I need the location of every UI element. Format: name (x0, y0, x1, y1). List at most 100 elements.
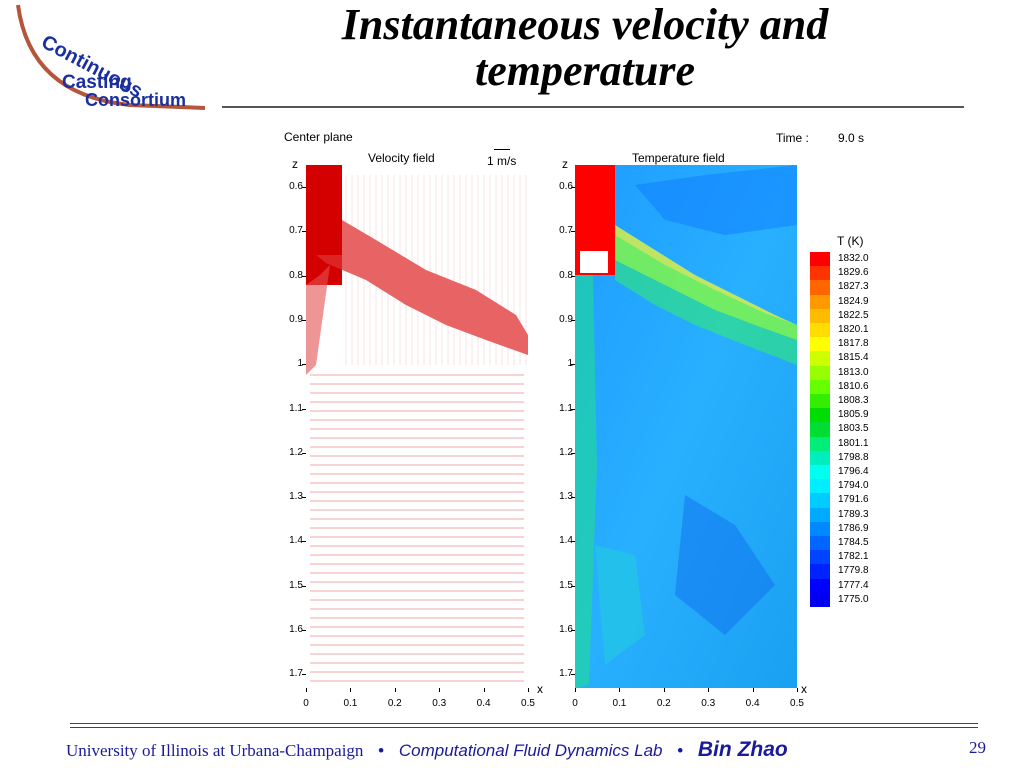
z-tick-mark (571, 275, 575, 277)
logo-text-consortium: Consortium (85, 90, 186, 110)
colorbar-swatch (810, 536, 830, 551)
z-tick-label: 0.6 (559, 181, 573, 192)
colorbar-title: T (K) (837, 234, 864, 248)
colorbar-swatch (810, 308, 830, 324)
x-tick-mark (483, 688, 485, 692)
z-tick-mark (302, 674, 306, 676)
x-tick-label: 0.3 (432, 698, 447, 709)
slide-footer: University of Illinois at Urbana-Champai… (66, 738, 986, 762)
colorbar-swatch (810, 365, 830, 381)
colorbar-swatch (810, 379, 830, 395)
z-tick-mark (302, 408, 306, 410)
z-tick-label: 0.9 (289, 313, 303, 325)
colorbar-level-label: 1822.5 (838, 309, 869, 321)
z-tick-mark (571, 231, 575, 233)
colorbar-swatch (810, 323, 830, 338)
colorbar-level-label: 1805.9 (838, 409, 869, 421)
time-value: 9.0 s (838, 131, 865, 145)
colorbar-level-label: 1789.3 (838, 508, 869, 520)
colorbar-level-label: 1808.3 (838, 395, 869, 406)
temperature-field-plot (575, 165, 797, 688)
z-tick-mark (571, 674, 575, 676)
colorbar-level-label: 1813.0 (838, 366, 869, 378)
x-tick-label: 0 (303, 698, 309, 709)
z-tick-label: 1.6 (559, 624, 573, 635)
z-tick-label: 0.7 (559, 225, 573, 237)
colorbar-swatch (810, 564, 830, 580)
colorbar-swatch (810, 394, 830, 409)
x-tick-mark (528, 688, 529, 692)
z-tick-label: 1.2 (559, 446, 573, 458)
x-tick-label: 0.5 (521, 698, 535, 709)
colorbar-level-label: 1820.1 (838, 324, 869, 335)
z-tick-mark (302, 275, 306, 277)
colorbar-swatch (810, 351, 830, 367)
z-tick-label: 0.9 (559, 313, 573, 325)
x-tick-label: 0.4 (745, 698, 760, 709)
z-tick-mark (302, 497, 306, 499)
z-tick-label: 1.6 (289, 624, 303, 635)
temperature-colorbar (810, 252, 830, 608)
temperature-field-title: Temperature field (632, 151, 725, 165)
z-tick-mark (571, 319, 575, 321)
x-tick-label: 0.1 (343, 698, 358, 709)
z-tick-label: 1 (553, 358, 573, 369)
colorbar-swatch (810, 422, 830, 438)
velocity-field-title: Velocity field (368, 151, 435, 165)
z-tick-mark (302, 187, 306, 188)
slide-title: Instantaneous velocity and temperature (230, 2, 940, 94)
colorbar-swatch (810, 493, 830, 509)
colorbar-level-label: 1815.4 (838, 352, 869, 364)
footer-university: University of Illinois at Urbana-Champai… (66, 741, 364, 760)
colorbar-swatch (810, 266, 830, 281)
x-tick-mark (306, 688, 307, 692)
colorbar-level-label: 1779.8 (838, 565, 869, 577)
x-tick-label: 0.3 (701, 698, 716, 709)
z-tick-mark (571, 364, 575, 366)
colorbar-level-label: 1796.4 (838, 466, 869, 477)
x-tick-mark (394, 688, 396, 692)
footer-lab: Computational Fluid Dynamics Lab (398, 741, 663, 760)
colorbar-level-label: 1810.6 (838, 380, 869, 392)
velocity-vectors (306, 165, 528, 682)
z-tick-label: 0.8 (289, 269, 303, 281)
velocity-field-plot (306, 165, 528, 688)
z-tick-mark (571, 452, 575, 454)
colorbar-swatch (810, 294, 830, 310)
colorbar-swatch (810, 592, 830, 608)
page-number: 29 (969, 738, 986, 757)
z-tick-mark (571, 630, 575, 631)
footer-divider-top (70, 723, 978, 724)
z-tick-mark (302, 452, 306, 454)
continuous-casting-consortium-logo: Continuous Casting Consortium (16, 4, 206, 110)
colorbar-swatch (810, 450, 830, 466)
z-tick-label: 1.2 (289, 446, 303, 458)
colorbar-swatch (810, 436, 830, 452)
x-tick-mark (619, 688, 621, 692)
slide-title-line1: Instantaneous velocity and (341, 0, 829, 49)
x-tick-mark (663, 688, 665, 692)
colorbar-level-label: 1782.1 (838, 551, 869, 563)
z-tick-mark (302, 630, 306, 631)
reference-vector-label: 1 m/s (487, 154, 517, 168)
colorbar-swatch (810, 252, 830, 267)
z-tick-label: 1.5 (289, 579, 303, 591)
z-tick-label: 1.5 (559, 579, 573, 591)
colorbar-level-label: 1786.9 (838, 522, 869, 534)
z-tick-label: 1.1 (559, 402, 573, 414)
colorbar-swatch (810, 337, 830, 352)
x-tick-mark (752, 688, 754, 692)
z-tick-mark (302, 231, 306, 233)
colorbar-level-label: 1829.6 (838, 267, 869, 279)
temperature-z-axis-label: z (562, 157, 568, 171)
z-tick-mark (571, 408, 575, 410)
z-tick-mark (571, 541, 575, 543)
z-tick-mark (302, 319, 306, 321)
x-tick-mark (439, 688, 441, 692)
colorbar-swatch (810, 550, 830, 565)
colorbar-level-label: 1832.0 (838, 253, 869, 264)
center-plane-label: Center plane (284, 130, 353, 144)
colorbar-level-label: 1798.8 (838, 451, 869, 463)
colorbar-swatch (810, 465, 830, 480)
x-tick-label: 0 (572, 698, 578, 709)
